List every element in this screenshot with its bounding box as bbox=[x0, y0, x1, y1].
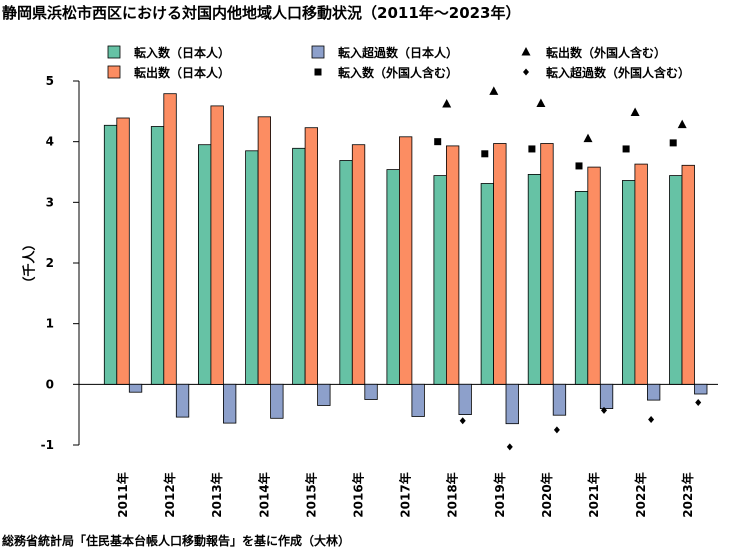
bar bbox=[116, 117, 130, 385]
x-tick-label: 2018年 bbox=[445, 472, 460, 517]
bar bbox=[445, 145, 460, 385]
bar bbox=[574, 190, 589, 385]
legend-label: 転入超過数（外国人含む） bbox=[546, 65, 690, 80]
data-point bbox=[695, 399, 702, 407]
bar bbox=[398, 136, 413, 385]
legend-marker bbox=[523, 68, 529, 76]
data-point bbox=[553, 426, 560, 434]
data-point bbox=[506, 443, 513, 451]
legend-label: 転入数（外国人含む） bbox=[338, 65, 458, 80]
data-point bbox=[677, 119, 687, 129]
y-tick-label: 3 bbox=[46, 195, 54, 209]
y-tick-label: 5 bbox=[46, 74, 54, 88]
x-tick-label: 2013年 bbox=[209, 472, 224, 517]
data-point bbox=[648, 416, 655, 424]
bar bbox=[493, 143, 507, 385]
x-tick-label: 2021年 bbox=[586, 472, 601, 517]
bar bbox=[163, 93, 177, 385]
x-tick-label: 2015年 bbox=[303, 472, 318, 517]
data-point bbox=[536, 98, 546, 107]
bar bbox=[150, 126, 165, 385]
x-tick-label: 2016年 bbox=[351, 472, 366, 517]
bar bbox=[351, 144, 366, 385]
x-tick-label: 2014年 bbox=[256, 472, 271, 517]
data-point bbox=[459, 417, 466, 425]
chart-title: 静岡県浜松市西区における対国内他地域人口移動状況（2011年～2023年） bbox=[2, 4, 521, 22]
bar bbox=[587, 166, 601, 385]
bar bbox=[257, 116, 272, 385]
bar bbox=[386, 169, 400, 385]
y-tick-label: -1 bbox=[41, 438, 54, 452]
bar bbox=[304, 127, 319, 385]
y-tick-label: 2 bbox=[46, 256, 54, 270]
data-point bbox=[601, 406, 607, 414]
bar bbox=[222, 383, 237, 424]
bar bbox=[411, 383, 425, 417]
legend-label: 転出数（日本人） bbox=[134, 65, 230, 80]
x-tick-label: 2012年 bbox=[162, 472, 177, 517]
bar bbox=[433, 175, 447, 385]
y-tick-label: 4 bbox=[46, 135, 54, 149]
legend-marker bbox=[521, 47, 531, 56]
x-tick-label: 2022年 bbox=[633, 472, 648, 517]
bar bbox=[210, 105, 224, 385]
source-note: 総務省統計局「住民基本台帳人口移動報告」を基に作成（大林） bbox=[2, 534, 351, 548]
bar bbox=[175, 383, 190, 418]
bar bbox=[197, 144, 212, 385]
bar bbox=[540, 143, 554, 385]
data-point bbox=[622, 145, 630, 153]
x-tick-label: 2011年 bbox=[115, 472, 130, 517]
legend-label: 転出数（外国人含む） bbox=[546, 45, 666, 60]
bar bbox=[292, 147, 306, 385]
bar bbox=[317, 383, 331, 406]
legend-label: 転入数（日本人） bbox=[134, 45, 230, 60]
bar bbox=[480, 183, 495, 385]
data-point bbox=[434, 138, 442, 146]
data-point bbox=[583, 133, 593, 143]
data-point bbox=[481, 150, 489, 158]
bar bbox=[634, 163, 648, 385]
bar bbox=[552, 383, 567, 416]
legend-swatch bbox=[311, 45, 325, 59]
bar bbox=[622, 180, 636, 385]
legend-marker bbox=[314, 68, 322, 76]
bar bbox=[527, 173, 542, 385]
bar bbox=[694, 383, 708, 395]
bar bbox=[681, 164, 695, 385]
bar bbox=[364, 383, 378, 400]
bar bbox=[339, 160, 353, 385]
bar bbox=[245, 150, 259, 385]
data-point bbox=[669, 139, 677, 147]
legend-swatch bbox=[107, 45, 121, 59]
bar bbox=[270, 383, 284, 419]
bar bbox=[669, 175, 683, 385]
data-point bbox=[528, 145, 536, 153]
bar bbox=[599, 383, 614, 409]
y-tick-label: 1 bbox=[46, 317, 54, 331]
bar bbox=[647, 383, 661, 401]
x-tick-label: 2019年 bbox=[492, 472, 507, 517]
x-tick-label: 2017年 bbox=[398, 472, 413, 517]
data-point bbox=[630, 107, 640, 117]
bar bbox=[103, 124, 118, 385]
data-point bbox=[489, 86, 499, 95]
y-tick-label: 0 bbox=[46, 377, 54, 391]
data-point bbox=[575, 162, 583, 170]
legend-swatch bbox=[107, 65, 121, 79]
x-tick-label: 2020年 bbox=[539, 472, 554, 517]
x-tick-label: 2023年 bbox=[680, 472, 695, 517]
legend-label: 転入超過数（日本人） bbox=[338, 45, 458, 60]
bar bbox=[458, 383, 472, 415]
bar bbox=[505, 383, 519, 425]
data-point bbox=[442, 99, 452, 108]
bar bbox=[128, 383, 143, 393]
